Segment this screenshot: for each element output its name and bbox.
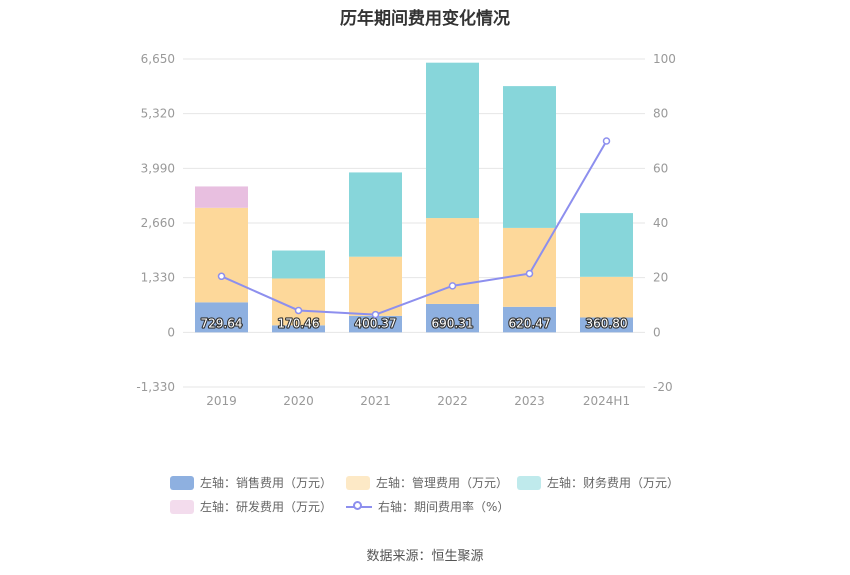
left-axis-tick-label: 2,660 xyxy=(141,216,175,230)
legend-item-rd[interactable]: 左轴：研发费用（万元） xyxy=(170,498,332,515)
bar-sales xyxy=(580,317,633,333)
bar-finance xyxy=(426,62,479,219)
legend-item-rate[interactable]: 右轴：期间费用率（%） xyxy=(346,498,509,515)
line-rate xyxy=(221,140,608,316)
left-axis-tick-label: -1,330 xyxy=(136,380,175,394)
point-rate xyxy=(448,282,457,290)
chart-svg: 729.64 170.46 400.37 690.31 620.47 360.80 -1,… xyxy=(136,52,676,408)
point-rate xyxy=(217,272,226,281)
point-rate xyxy=(294,306,303,315)
data-label-sales: 729.64 xyxy=(201,316,243,330)
legend-label-rd: 左轴：研发费用（万元） xyxy=(200,500,333,514)
bar-sales xyxy=(272,325,325,333)
right-axis-tick-label: 20 xyxy=(653,271,668,285)
legend-swatch-sales xyxy=(170,475,194,490)
left-axis-tick-label: 6,650 xyxy=(141,52,175,66)
data-source: 数据来源：恒生聚源 xyxy=(366,549,484,564)
bar-finance xyxy=(503,86,556,228)
legend-swatch-rd xyxy=(170,499,194,514)
left-axis-tick-label: 0 xyxy=(167,325,175,339)
bar-admin xyxy=(349,256,402,316)
data-label-sales: 620.47 xyxy=(509,316,551,330)
legend-item-admin[interactable]: 左轴：管理费用（万元） xyxy=(346,474,508,491)
legend-swatch-finance xyxy=(517,475,541,490)
x-axis-tick-label: 2022 xyxy=(437,394,468,408)
data-label-sales: 170.46 xyxy=(278,316,320,330)
data-label-sales: 360.80 xyxy=(586,316,628,330)
left-axis-tick-label: 3,990 xyxy=(141,161,175,175)
bar-admin xyxy=(195,207,248,303)
x-axis-tick-label: 2021 xyxy=(360,394,391,408)
bar-rd xyxy=(195,186,248,208)
point-rate xyxy=(371,310,380,319)
bar-finance xyxy=(349,172,402,257)
right-axis-tick-label: 80 xyxy=(653,107,668,121)
legend-swatch-admin xyxy=(346,475,370,490)
right-axis-tick-label: -20 xyxy=(653,380,673,394)
legend-item-finance[interactable]: 左轴：财务费用（万元） xyxy=(517,474,679,491)
right-axis-tick-label: 60 xyxy=(653,161,668,175)
legend-label-finance: 左轴：财务费用（万元） xyxy=(547,476,680,490)
bar-finance xyxy=(580,213,633,277)
bar-finance xyxy=(272,250,325,279)
left-axis-tick-label: 1,330 xyxy=(141,271,175,285)
x-axis-tick-label: 2023 xyxy=(514,394,545,408)
right-axis-tick-label: 0 xyxy=(653,325,661,339)
legend-swatch-rate xyxy=(346,500,372,514)
point-rate xyxy=(525,269,534,278)
bar-admin xyxy=(503,227,556,307)
data-label-sales: 690.31 xyxy=(432,316,474,330)
right-axis-tick-label: 100 xyxy=(653,52,676,66)
x-axis-tick-label: 2019 xyxy=(206,394,237,408)
bar-sales xyxy=(349,315,402,333)
right-axis-tick-label: 40 xyxy=(653,216,668,230)
bar-sales xyxy=(426,303,479,333)
left-axis-tick-label: 5,320 xyxy=(141,107,175,121)
legend-label-admin: 左轴：管理费用（万元） xyxy=(376,476,509,490)
x-axis-tick-label: 2020 xyxy=(283,394,314,408)
bar-sales xyxy=(195,302,248,333)
data-label-sales: 400.37 xyxy=(355,316,397,330)
bar-admin xyxy=(426,218,479,304)
bar-sales xyxy=(503,306,556,333)
legend-label-sales: 左轴：销售费用（万元） xyxy=(200,476,333,490)
bar-admin xyxy=(580,276,633,318)
point-rate xyxy=(602,137,611,145)
legend-label-rate: 右轴：期间费用率（%） xyxy=(378,500,510,514)
chart-title: 历年期间费用变化情况 xyxy=(340,9,510,29)
legend-item-sales[interactable]: 左轴：销售费用（万元） xyxy=(170,474,332,491)
x-axis-tick-label: 2024H1 xyxy=(583,394,630,408)
